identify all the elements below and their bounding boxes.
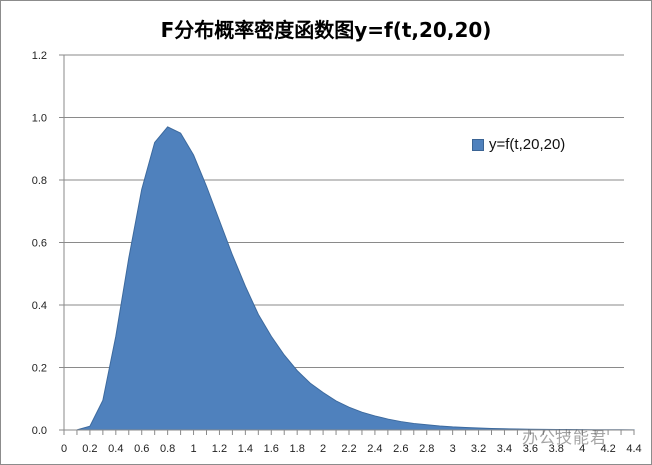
x-tick-label: 3.6 xyxy=(523,443,538,455)
x-tick-label: 1 xyxy=(190,443,196,455)
x-tick-label: 4.2 xyxy=(600,443,615,455)
x-tick-label: 1.4 xyxy=(238,443,253,455)
watermark: 办公技能君 xyxy=(522,428,608,447)
x-tick-label: 3.2 xyxy=(471,443,486,455)
x-tick-label: 0.8 xyxy=(160,443,175,455)
x-tick-label: 0.6 xyxy=(134,443,149,455)
x-tick-label: 1.8 xyxy=(290,443,305,455)
legend-swatch-icon xyxy=(472,138,484,151)
x-tick-label: 2 xyxy=(320,443,326,455)
x-tick-label: 1.6 xyxy=(264,443,279,455)
chart-title: F分布概率密度函数图y=f(t,20,20) xyxy=(160,18,492,42)
x-tick-label: 0.4 xyxy=(108,443,123,455)
y-tick-label: 1.2 xyxy=(32,50,47,62)
legend-label: y=f(t,20,20) xyxy=(489,136,566,153)
area-series xyxy=(63,126,635,431)
legend: y=f(t,20,20) xyxy=(472,136,565,153)
y-tick-label: 0.2 xyxy=(32,363,47,375)
x-tick-label: 4 xyxy=(579,443,585,455)
y-tick-label: 0.8 xyxy=(32,175,47,187)
x-tick-label: 2.4 xyxy=(367,443,382,455)
x-tick-label: 3 xyxy=(450,443,456,455)
x-tick-label: 0.2 xyxy=(82,443,97,455)
x-tick-label: 2.2 xyxy=(341,443,356,455)
x-tick-label: 2.8 xyxy=(419,443,434,455)
y-tick-label: 1.0 xyxy=(32,113,47,125)
x-tick-label: 3.8 xyxy=(549,443,564,455)
x-tick-label: 2.6 xyxy=(393,443,408,455)
y-tick-label: 0.0 xyxy=(32,425,47,437)
y-tick-label: 0.4 xyxy=(32,300,47,312)
x-tick-label: 0 xyxy=(61,443,67,455)
x-tick-label: 1.2 xyxy=(212,443,227,455)
y-tick-label: 0.6 xyxy=(32,238,47,250)
x-tick-label: 4.4 xyxy=(626,443,641,455)
x-tick-label: 3.4 xyxy=(497,443,512,455)
